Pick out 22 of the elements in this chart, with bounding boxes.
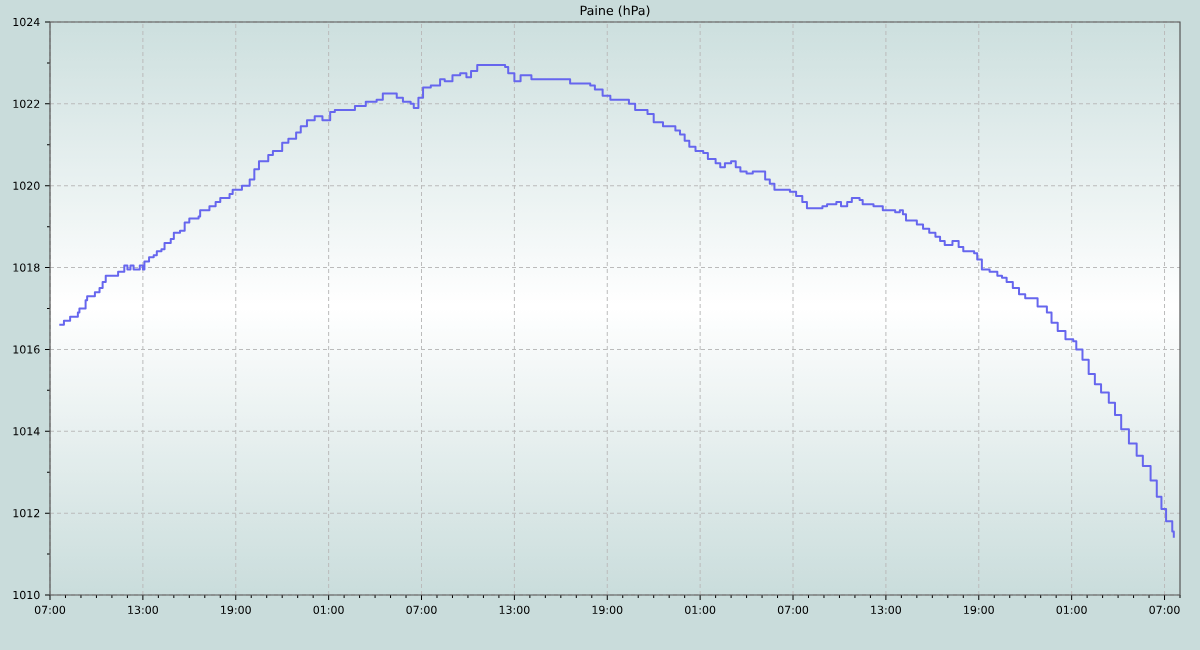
x-tick-label: 01:00 bbox=[1056, 605, 1087, 615]
y-tick-label: 1020 bbox=[13, 181, 40, 190]
y-tick-label: 1012 bbox=[13, 508, 40, 518]
x-tick-label: 19:00 bbox=[964, 605, 994, 615]
x-tick-label: 13:00 bbox=[871, 605, 902, 615]
y-tick-label: 1016 bbox=[13, 345, 40, 354]
y-tick-label: 1010 bbox=[13, 590, 40, 600]
x-tick-label: 07:00 bbox=[34, 605, 66, 615]
x-tick-label: 19:00 bbox=[592, 605, 623, 615]
chart-title: Paine (hPa) bbox=[580, 5, 650, 17]
y-tick-label: 1014 bbox=[13, 427, 40, 436]
x-tick-label: 01:00 bbox=[685, 605, 716, 615]
x-tick-label: 07:00 bbox=[406, 605, 437, 615]
x-tick-label: 01:00 bbox=[313, 605, 344, 615]
x-tick-label: 13:00 bbox=[128, 605, 158, 615]
x-tick-label: 07:00 bbox=[777, 605, 809, 615]
y-tick-label: 1018 bbox=[13, 263, 40, 272]
x-tick-label: 07:00 bbox=[1149, 605, 1180, 615]
x-tick-label: 13:00 bbox=[499, 605, 530, 615]
y-tick-label: 1022 bbox=[13, 99, 40, 108]
x-tick-label: 19:00 bbox=[221, 605, 251, 615]
y-tick-label: 1024 bbox=[13, 17, 40, 27]
